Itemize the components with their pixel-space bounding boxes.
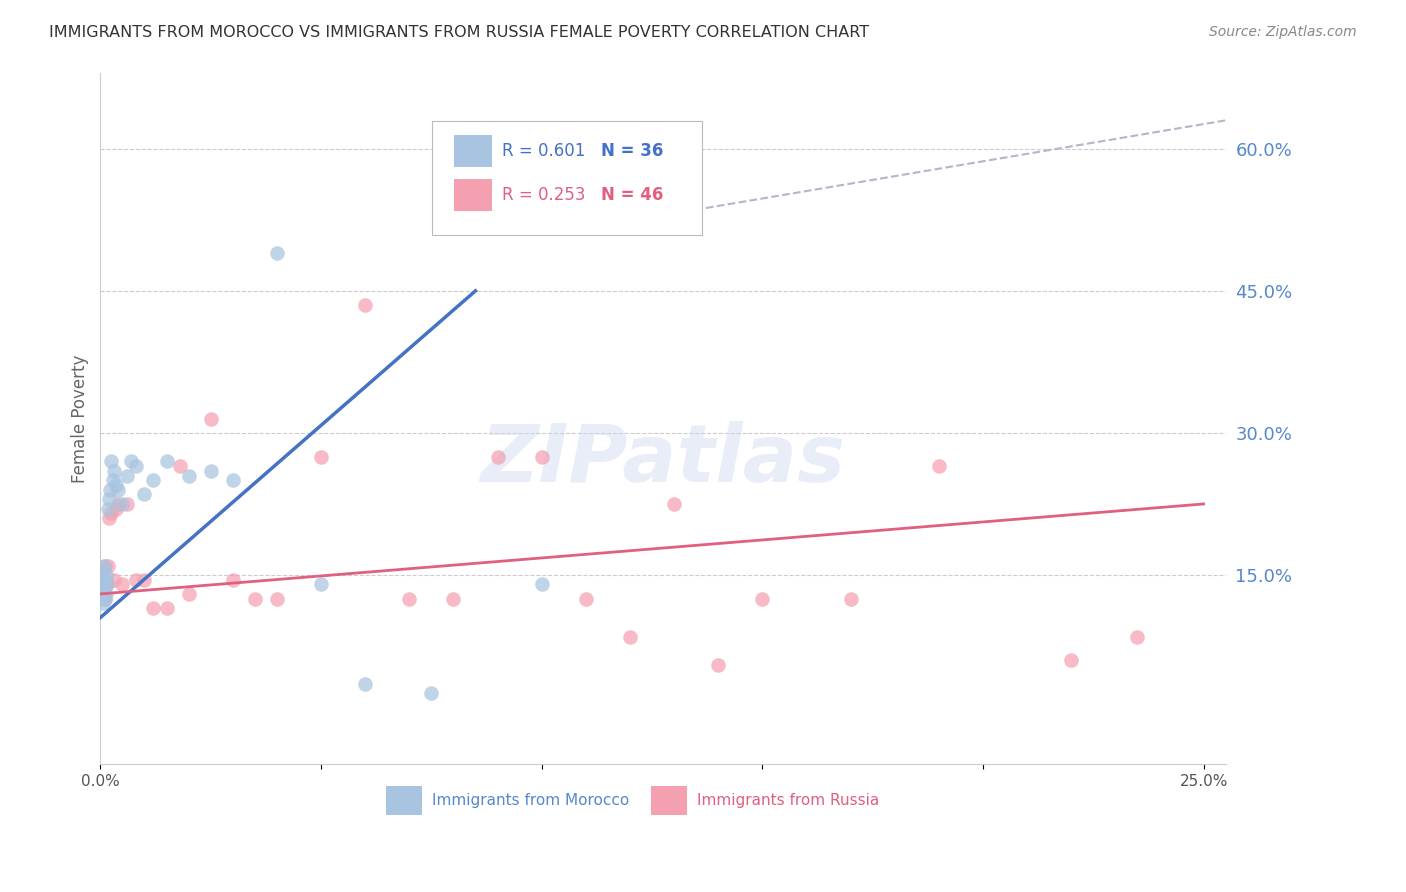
Point [100, 454, 122, 468]
FancyBboxPatch shape [651, 786, 686, 815]
Point [928, 458, 950, 473]
Point [94, 573, 117, 587]
Point [96, 577, 118, 591]
Point [398, 591, 420, 606]
Point [103, 464, 125, 478]
Point [93, 573, 115, 587]
Point [91, 596, 114, 610]
Point [134, 487, 156, 501]
FancyBboxPatch shape [454, 135, 492, 167]
Text: R = 0.253: R = 0.253 [502, 186, 586, 204]
Point [115, 468, 138, 483]
Point [97, 558, 120, 573]
Point [101, 473, 124, 487]
Point [94, 577, 117, 591]
Point [90, 573, 112, 587]
Point [90, 582, 112, 597]
Point [98, 483, 121, 497]
Point [124, 458, 146, 473]
Point [98, 492, 121, 507]
FancyBboxPatch shape [454, 178, 492, 211]
Point [177, 587, 200, 601]
Point [93, 587, 115, 601]
Text: Immigrants from Morocco: Immigrants from Morocco [432, 793, 630, 808]
Point [96, 577, 118, 591]
Point [134, 573, 156, 587]
Point [91, 577, 114, 591]
Point [94, 591, 117, 606]
Point [93, 558, 115, 573]
Point [93, 582, 115, 597]
Point [155, 454, 177, 468]
Point [91, 563, 114, 577]
Point [169, 458, 191, 473]
Text: Immigrants from Russia: Immigrants from Russia [697, 793, 879, 808]
Point [91, 568, 114, 582]
Point [839, 591, 862, 606]
Point [91, 577, 114, 591]
Point [142, 601, 165, 615]
Point [93, 577, 115, 591]
Point [155, 601, 177, 615]
Point [751, 591, 773, 606]
Point [441, 591, 464, 606]
Point [243, 591, 266, 606]
Point [1126, 630, 1149, 644]
Point [103, 573, 125, 587]
Point [107, 483, 129, 497]
Point [309, 577, 332, 591]
Text: N = 36: N = 36 [602, 142, 664, 160]
Point [98, 511, 121, 525]
Point [111, 577, 134, 591]
Point [222, 473, 245, 487]
Point [200, 411, 222, 425]
Point [530, 577, 553, 591]
Text: ZIPatlas: ZIPatlas [481, 421, 845, 500]
Point [104, 478, 127, 492]
Point [94, 591, 117, 606]
Point [1060, 653, 1083, 667]
Point [94, 587, 117, 601]
Point [486, 450, 509, 464]
Text: R = 0.601: R = 0.601 [502, 142, 585, 160]
Point [94, 558, 117, 573]
Point [266, 591, 288, 606]
Point [200, 464, 222, 478]
Point [107, 497, 129, 511]
Point [90, 568, 112, 582]
Text: Source: ZipAtlas.com: Source: ZipAtlas.com [1209, 25, 1357, 39]
Point [104, 501, 127, 516]
Point [111, 497, 134, 511]
Point [354, 677, 377, 691]
Point [266, 246, 288, 260]
Point [90, 577, 112, 591]
FancyBboxPatch shape [387, 786, 422, 815]
Point [94, 568, 117, 582]
Text: IMMIGRANTS FROM MOROCCO VS IMMIGRANTS FROM RUSSIA FEMALE POVERTY CORRELATION CHA: IMMIGRANTS FROM MOROCCO VS IMMIGRANTS FR… [49, 25, 869, 40]
Point [309, 450, 332, 464]
Point [124, 573, 146, 587]
Point [93, 563, 115, 577]
Point [100, 507, 122, 521]
Point [94, 573, 117, 587]
Y-axis label: Female Poverty: Female Poverty [72, 354, 89, 483]
Point [707, 657, 730, 672]
Point [575, 591, 598, 606]
Point [354, 298, 377, 312]
Point [120, 454, 142, 468]
Point [530, 450, 553, 464]
Point [222, 573, 245, 587]
Text: N = 46: N = 46 [602, 186, 664, 204]
Point [142, 473, 165, 487]
Point [115, 497, 138, 511]
Point [97, 501, 120, 516]
Point [420, 686, 443, 700]
Point [662, 497, 685, 511]
Point [91, 582, 114, 597]
FancyBboxPatch shape [432, 121, 703, 235]
Point [619, 630, 641, 644]
Point [177, 468, 200, 483]
